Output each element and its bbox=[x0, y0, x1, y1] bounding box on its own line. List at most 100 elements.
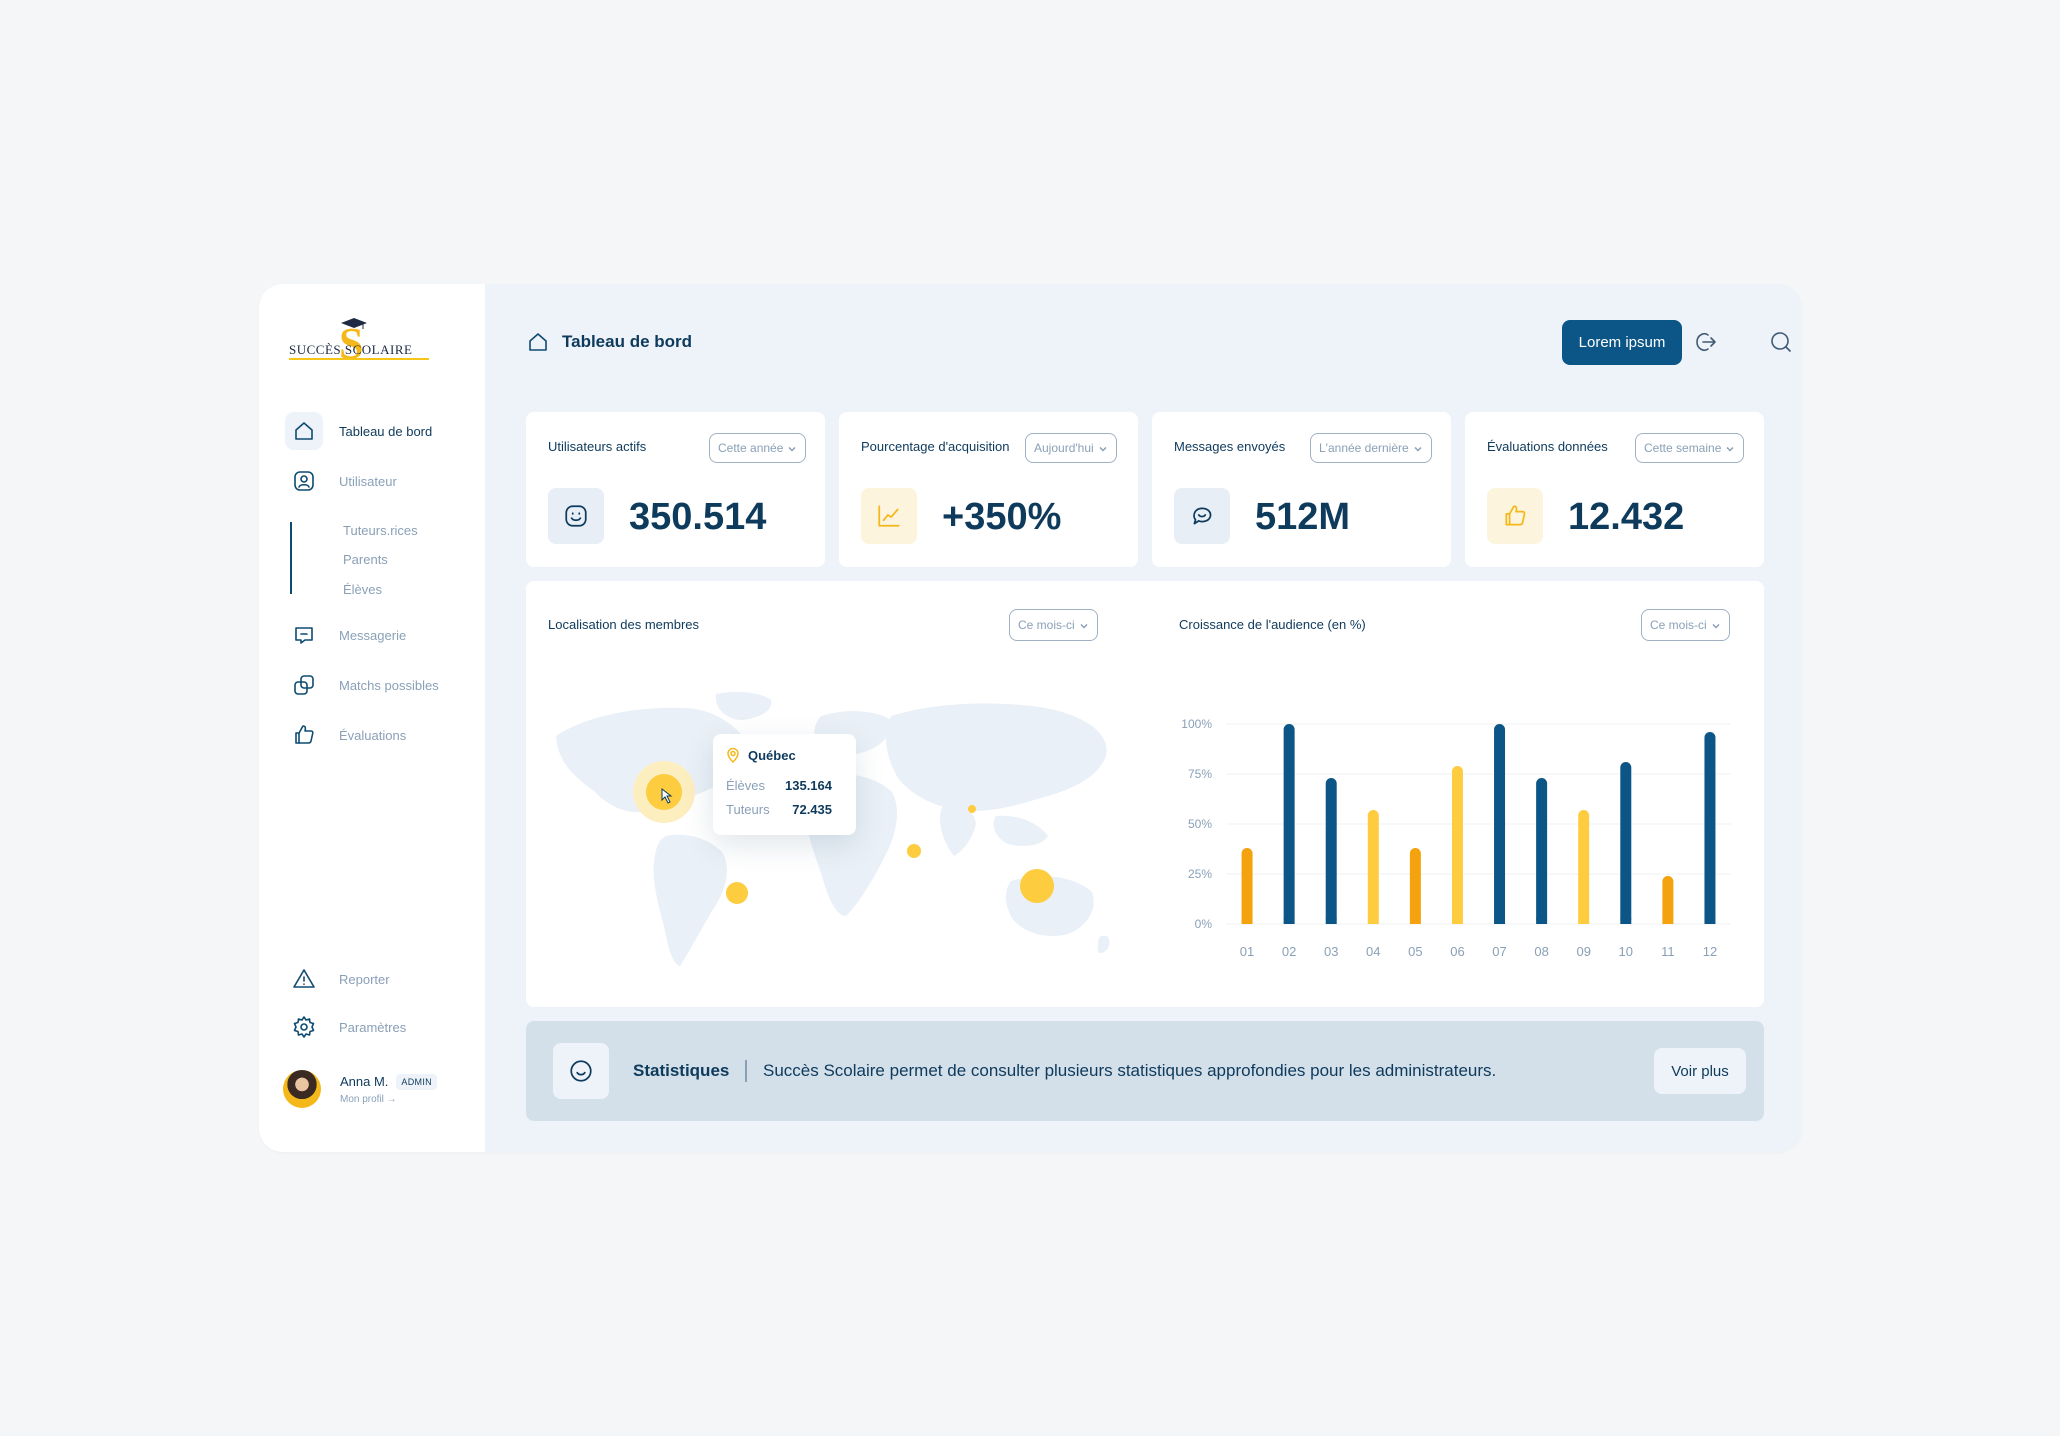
sidebar-item-report[interactable]: Reporter bbox=[285, 960, 475, 998]
map-asia bbox=[886, 703, 1107, 812]
chevron-down-icon bbox=[1098, 443, 1108, 453]
profile-name: Anna M. bbox=[340, 1074, 389, 1089]
stat-card-acquisition: Pourcentage d'acquisition Aujourd'hui +3… bbox=[839, 412, 1138, 567]
tooltip-row-label: Élèves bbox=[726, 778, 766, 793]
bar-03[interactable] bbox=[1325, 778, 1337, 924]
subnav-line bbox=[290, 522, 292, 594]
bar-base-08 bbox=[1536, 918, 1548, 924]
admin-badge: ADMIN bbox=[396, 1073, 437, 1090]
world-map[interactable] bbox=[546, 686, 1116, 986]
bar-12[interactable] bbox=[1704, 732, 1716, 924]
y-tick-label: 0% bbox=[1195, 917, 1213, 931]
bar-base-01 bbox=[1241, 918, 1253, 924]
sidebar-item-evaluations[interactable]: Évaluations bbox=[285, 716, 475, 754]
bar-base-06 bbox=[1451, 918, 1463, 924]
bar-base-04 bbox=[1367, 918, 1379, 924]
sidebar: S SUCCÈS SCOLAIRE Tableau de bord Utilis… bbox=[259, 284, 485, 1152]
stat-filter-dropdown[interactable]: Aujourd'hui bbox=[1025, 433, 1117, 463]
sidebar-item-label: Utilisateur bbox=[339, 473, 397, 489]
chevron-down-icon bbox=[787, 443, 797, 453]
bar-base-07 bbox=[1494, 918, 1506, 924]
dropdown-value: Cette année bbox=[718, 441, 784, 455]
chart-filter-dropdown[interactable]: Ce mois-ci bbox=[1641, 609, 1730, 641]
subnav-item-parents[interactable]: Parents bbox=[343, 552, 388, 567]
sidebar-item-messages[interactable]: Messagerie bbox=[285, 616, 475, 654]
gear-icon bbox=[285, 1008, 323, 1046]
subnav-item-tutors[interactable]: Tuteurs.rices bbox=[343, 523, 418, 538]
sidebar-item-users[interactable]: Utilisateur bbox=[285, 462, 475, 500]
bar-08[interactable] bbox=[1536, 778, 1548, 924]
map-marker-south-america bbox=[726, 882, 748, 904]
bar-07[interactable] bbox=[1494, 724, 1506, 924]
stat-value: +350% bbox=[942, 496, 1062, 538]
see-more-button[interactable]: Voir plus bbox=[1654, 1048, 1746, 1094]
map-tooltip: Québec Élèves 135.164 Tuteurs 72.435 bbox=[713, 734, 856, 835]
map-new-zealand bbox=[1097, 935, 1110, 954]
avatar[interactable] bbox=[283, 1070, 321, 1108]
y-tick-label: 25% bbox=[1188, 867, 1212, 881]
chevron-down-icon bbox=[1413, 443, 1423, 453]
y-tick-label: 100% bbox=[1181, 717, 1212, 731]
tooltip-row-value: 72.435 bbox=[792, 802, 832, 817]
bar-base-10 bbox=[1620, 918, 1632, 924]
sidebar-item-settings[interactable]: Paramètres bbox=[285, 1008, 475, 1046]
x-tick-label: 04 bbox=[1366, 944, 1380, 959]
bar-base-05 bbox=[1409, 918, 1421, 924]
chart-panel-title: Croissance de l'audience (en %) bbox=[1179, 617, 1366, 632]
tooltip-row-label: Tuteurs bbox=[726, 802, 770, 817]
profile-link[interactable]: Mon profil → bbox=[340, 1093, 397, 1105]
banner-title: Statistiques bbox=[633, 1061, 730, 1080]
bar-base-12 bbox=[1704, 918, 1716, 924]
stat-title: Messages envoyés bbox=[1174, 439, 1286, 454]
x-tick-label: 02 bbox=[1282, 944, 1296, 959]
bar-base-09 bbox=[1578, 918, 1590, 924]
map-greenland bbox=[715, 692, 772, 720]
bar-06[interactable] bbox=[1451, 766, 1463, 924]
map-india bbox=[940, 803, 976, 856]
map-filter-dropdown[interactable]: Ce mois-ci bbox=[1009, 609, 1098, 641]
stat-card-messages: Messages envoyés L'année dernière 512M bbox=[1152, 412, 1451, 567]
stat-filter-dropdown[interactable]: L'année dernière bbox=[1310, 433, 1432, 463]
subnav-item-students[interactable]: Élèves bbox=[343, 582, 383, 597]
bar-10[interactable] bbox=[1620, 762, 1632, 924]
map-panel-title: Localisation des membres bbox=[548, 617, 700, 632]
message-icon bbox=[285, 616, 323, 654]
sidebar-item-dashboard[interactable]: Tableau de bord bbox=[285, 412, 475, 450]
search-button[interactable] bbox=[1767, 328, 1795, 356]
map-pin-icon bbox=[727, 747, 739, 763]
x-tick-label: 06 bbox=[1450, 944, 1464, 959]
map-marker-africa bbox=[907, 844, 921, 858]
audience-bar-chart: 0% 25% 50% 75% 100% 01 02 03 04 05 06 07 08 09 10 11 12 bbox=[1181, 717, 1731, 959]
stat-filter-dropdown[interactable]: Cette année bbox=[709, 433, 807, 463]
bar-02[interactable] bbox=[1283, 724, 1295, 924]
x-tick-label: 08 bbox=[1534, 944, 1548, 959]
match-icon bbox=[285, 666, 323, 704]
sidebar-item-label: Messagerie bbox=[339, 627, 407, 643]
stat-title: Évaluations données bbox=[1487, 439, 1608, 454]
thumbs-up-icon bbox=[1487, 488, 1543, 544]
cta-button[interactable]: Lorem ipsum bbox=[1562, 320, 1682, 365]
x-tick-label: 10 bbox=[1619, 944, 1633, 959]
app-window: S SUCCÈS SCOLAIRE Tableau de bord Utilis… bbox=[259, 284, 1802, 1152]
chevron-down-icon bbox=[1079, 620, 1089, 630]
sidebar-item-matches[interactable]: Matchs possibles bbox=[285, 666, 475, 704]
bar-base-02 bbox=[1283, 918, 1295, 924]
x-tick-label: 03 bbox=[1324, 944, 1338, 959]
header: Tableau de bord Lorem ipsum bbox=[485, 284, 1802, 404]
stat-filter-dropdown[interactable]: Cette semaine bbox=[1635, 433, 1745, 463]
main-content: Tableau de bord Lorem ipsum bbox=[485, 284, 1802, 1152]
bar-09[interactable] bbox=[1578, 810, 1590, 924]
logout-button[interactable] bbox=[1692, 328, 1720, 356]
bar-11[interactable] bbox=[1662, 876, 1674, 924]
dropdown-value: Ce mois-ci bbox=[1018, 618, 1075, 632]
x-tick-label: 09 bbox=[1576, 944, 1590, 959]
stat-card-active-users: Utilisateurs actifs Cette année 350.514 bbox=[526, 412, 825, 567]
bar-05[interactable] bbox=[1409, 848, 1421, 924]
sidebar-item-label: Paramètres bbox=[339, 1019, 407, 1035]
x-tick-label: 11 bbox=[1661, 944, 1675, 959]
thumbs-up-icon bbox=[285, 716, 323, 754]
bar-01[interactable] bbox=[1241, 848, 1253, 924]
tooltip-row-value: 135.164 bbox=[785, 778, 832, 793]
bar-04[interactable] bbox=[1367, 810, 1379, 924]
logo[interactable]: S SUCCÈS SCOLAIRE bbox=[289, 318, 439, 374]
